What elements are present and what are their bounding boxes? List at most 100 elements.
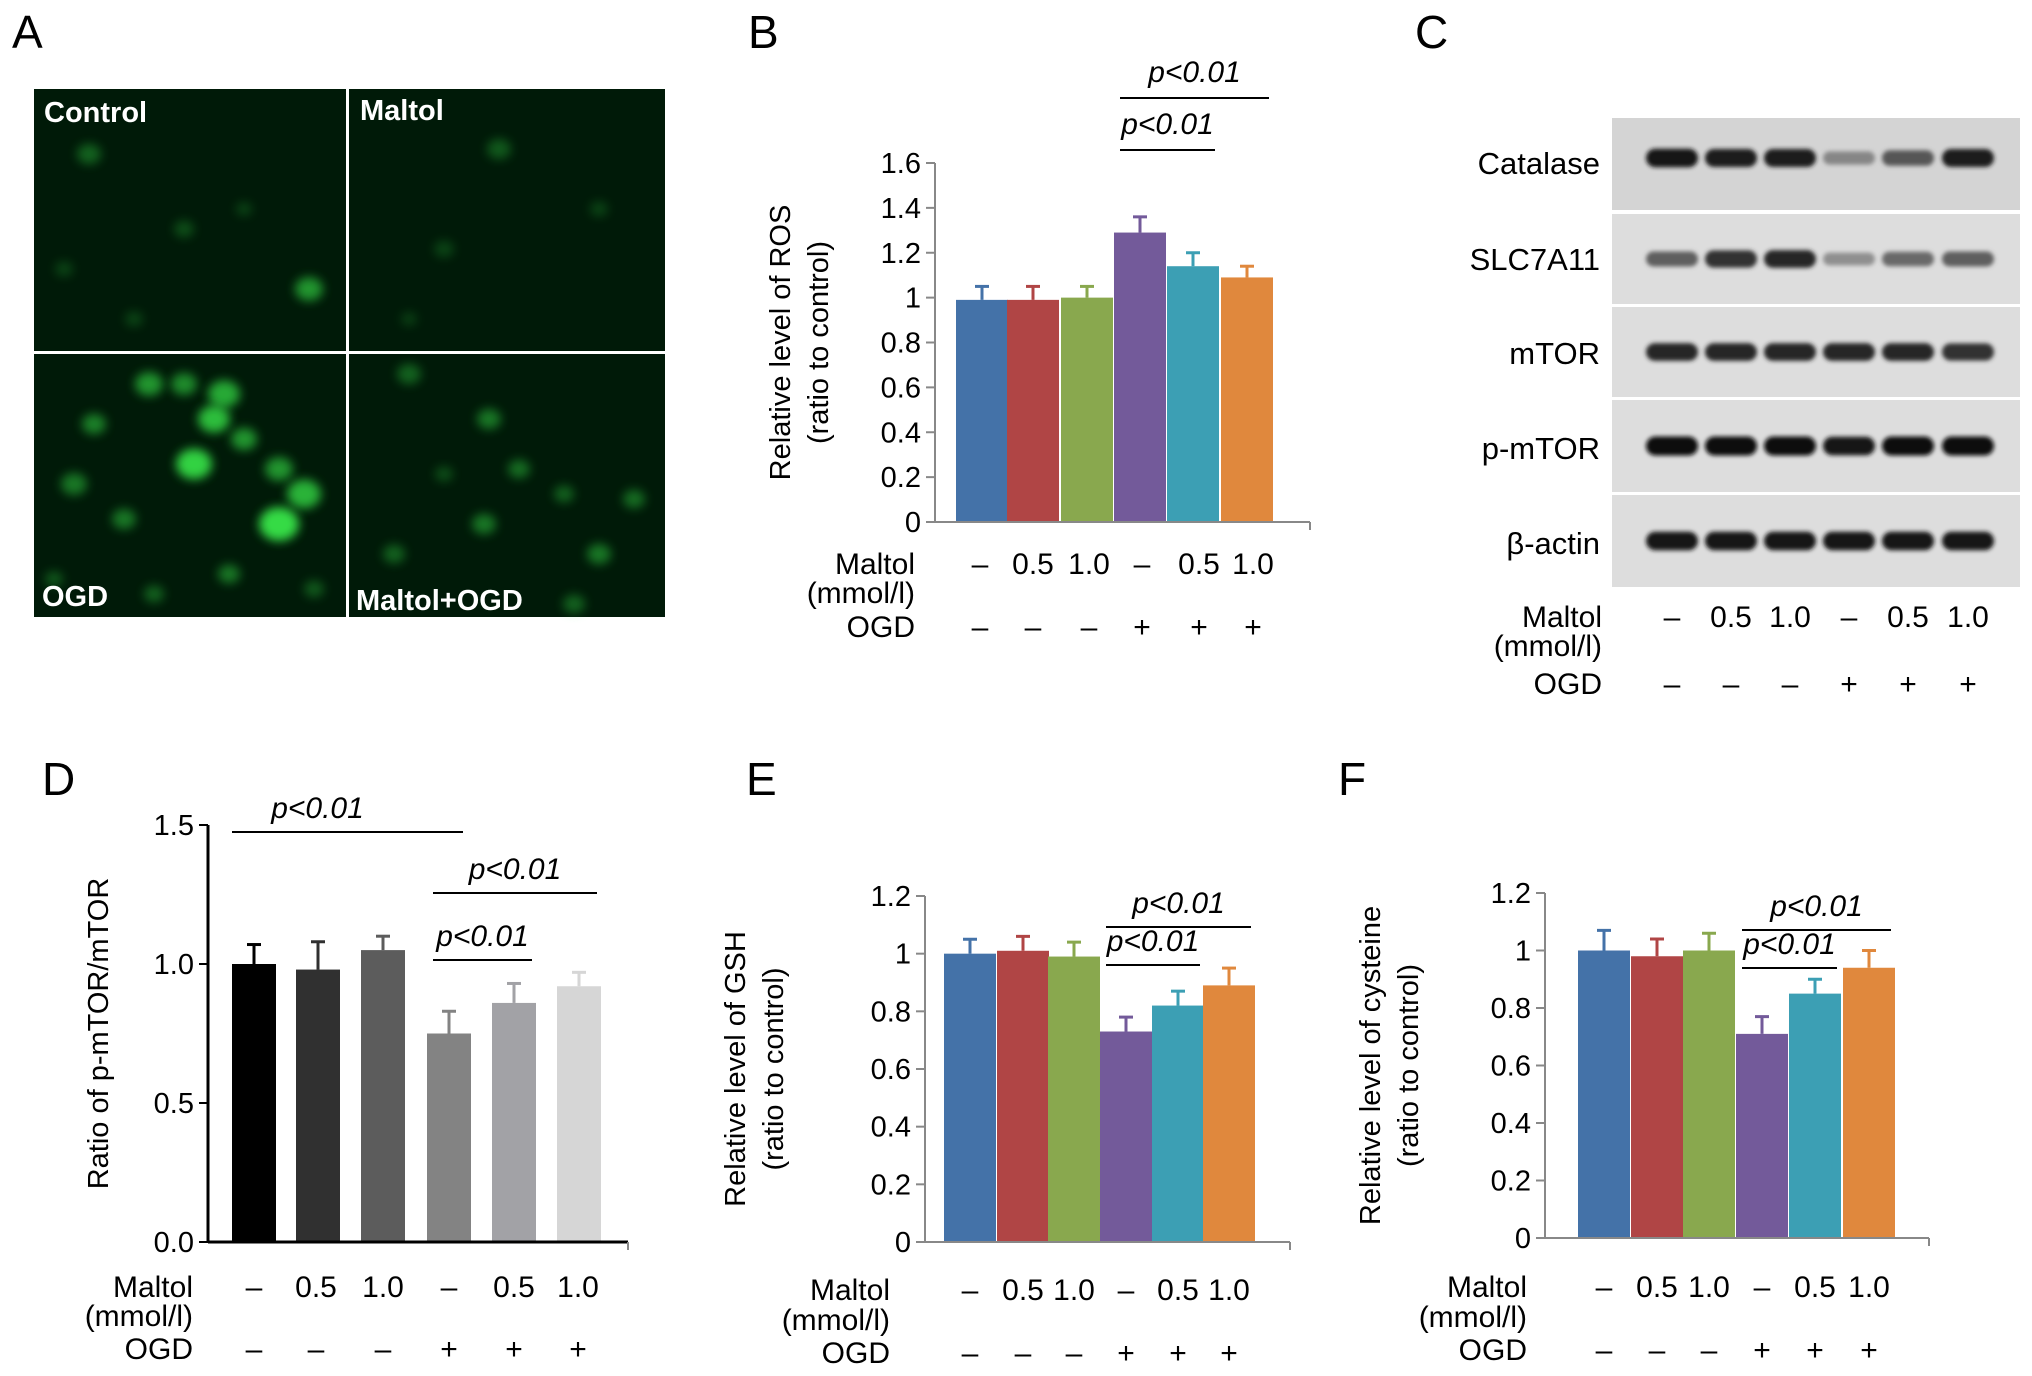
- maltol-value: 0.5: [493, 1271, 535, 1304]
- y-tick-label: 1.2: [881, 238, 921, 270]
- blot-band: [1942, 148, 1994, 168]
- y-axis-label: (ratio to control): [758, 967, 790, 1170]
- bar: [1114, 232, 1166, 522]
- panel-letter-b: B: [748, 6, 779, 58]
- ogd-value: +: [505, 1333, 523, 1366]
- maltol-value: 0.5: [1178, 548, 1220, 581]
- fluorescent-cell: [174, 220, 194, 238]
- significance-label: p<0.01: [270, 792, 364, 825]
- blot-band: [1882, 251, 1934, 267]
- y-tick-label: 0.8: [871, 996, 911, 1028]
- maltol-value: 1.0: [1688, 1271, 1730, 1304]
- condition-table: Maltol(mmol/l)OGD– 0.5 1.0–0.5 1.0– – – + + +: [85, 1271, 599, 1366]
- fluorescent-cell: [401, 312, 417, 326]
- ogd-value: –: [308, 1333, 325, 1366]
- y-tick-label: 0: [905, 507, 921, 539]
- maltol-row-label: Maltol: [1522, 601, 1602, 634]
- blot-band: [1764, 436, 1816, 456]
- fluorescent-cell: [477, 408, 501, 430]
- fluorescent-cell: [82, 413, 106, 435]
- ogd-value: –: [246, 1333, 263, 1366]
- maltol-value: 0.5: [1012, 548, 1054, 581]
- blot-band: [1823, 151, 1875, 165]
- condition-table: Maltol(mmol/l)OGD– 0.5 1.0–0.5 1.0– – – + + +: [782, 1274, 1250, 1370]
- y-tick-label: 0.5: [154, 1088, 194, 1120]
- y-tick-label: 0.4: [871, 1112, 911, 1144]
- maltol-value: 0.5: [295, 1271, 337, 1304]
- maltol-value: 1.0: [1232, 548, 1274, 581]
- bar-chart-e: 0 0.2 0.4 0.6 0.8 1 1.2 Relative level of GSH (r…: [720, 881, 1291, 1259]
- fluorescent-cell: [304, 580, 324, 598]
- ogd-value: +: [1117, 1337, 1135, 1370]
- significance-label: p<0.01: [1131, 887, 1225, 920]
- blot-band: [1942, 531, 1994, 551]
- y-tick-label: 0.2: [871, 1169, 911, 1201]
- y-tick-label: 1.0: [154, 949, 194, 981]
- blot-label-beta-actin: β-actin: [1506, 526, 1600, 561]
- ogd-value: +: [1220, 1337, 1238, 1370]
- ogd-value: +: [1840, 668, 1858, 701]
- blot-band: [1646, 251, 1698, 267]
- y-tick-label: 0.0: [154, 1227, 194, 1259]
- ogd-value: –: [1596, 1334, 1613, 1367]
- fluorescent-cell: [236, 202, 252, 216]
- fluorescent-cell: [435, 466, 453, 482]
- blot-band: [1882, 150, 1934, 166]
- fluorescent-cell: [144, 585, 164, 603]
- bar: [232, 964, 276, 1242]
- blot-label-catalase: Catalase: [1478, 146, 1600, 181]
- y-tick-label: 1.2: [1491, 878, 1531, 910]
- blot-band: [1646, 436, 1698, 456]
- y-axis-label: Relative level of ROS: [765, 205, 797, 481]
- fluorescent-cell: [112, 508, 136, 530]
- blot-band: [1764, 148, 1816, 168]
- significance-label: p<0.01: [1147, 56, 1241, 89]
- y-axis-label: (ratio to control): [1393, 964, 1425, 1167]
- y-tick-label: 1: [1515, 936, 1531, 968]
- bar: [1100, 1031, 1152, 1242]
- blot-band: [1705, 531, 1757, 551]
- micrograph-tile: [349, 89, 665, 351]
- y-tick-label: 0: [1515, 1223, 1531, 1255]
- ogd-value: –: [1649, 1334, 1666, 1367]
- significance-label: p<0.01: [1769, 890, 1863, 923]
- blot-band: [1764, 531, 1816, 551]
- ogd-value: +: [1244, 611, 1262, 644]
- ogd-row-label: OGD: [822, 1337, 890, 1370]
- blot-band: [1882, 343, 1934, 361]
- fluorescent-cell: [176, 448, 212, 480]
- blot-band: [1764, 343, 1816, 361]
- panel-letter-e: E: [746, 753, 777, 805]
- bar: [1789, 993, 1841, 1238]
- ogd-value: –: [1701, 1334, 1718, 1367]
- bar: [1221, 277, 1273, 522]
- ogd-row-label: OGD: [847, 611, 915, 644]
- y-tick-label: 1.2: [871, 881, 911, 913]
- ogd-value: +: [569, 1333, 587, 1366]
- fluorescent-cell: [587, 543, 611, 565]
- blot-strip: [1612, 495, 2020, 587]
- significance-label: p<0.01: [1742, 928, 1836, 961]
- bar: [1203, 985, 1255, 1242]
- bar: [1843, 967, 1895, 1238]
- ogd-value: +: [1753, 1334, 1771, 1367]
- maltol-value: –: [246, 1271, 263, 1304]
- fluorescent-cell: [171, 372, 197, 396]
- blot-band: [1705, 343, 1757, 361]
- bar: [1683, 950, 1735, 1238]
- blot-label-mtor: mTOR: [1509, 336, 1600, 371]
- micrograph-panel: Control Maltol OGD Maltol+OGD: [33, 88, 666, 618]
- blot-strip: [1612, 400, 2020, 492]
- blot-band: [1823, 436, 1875, 456]
- maltol-value: –: [972, 548, 989, 581]
- bar-chart-f: 0 0.2 0.4 0.6 0.8 1 1.2 Relative level of cyste…: [1355, 878, 1930, 1255]
- maltol-unit-label: (mmol/l): [1419, 1301, 1527, 1334]
- blot-strip: [1612, 307, 2020, 397]
- ogd-value: –: [972, 611, 989, 644]
- micrograph-tile: [34, 354, 346, 617]
- y-tick-label: 0.6: [1491, 1051, 1531, 1083]
- significance-label: p<0.01: [435, 920, 529, 953]
- condition-table: Maltol(mmol/l)OGD– 0.5 1.0–0.5 1.0– – – + + +: [1494, 601, 1989, 701]
- blot-band: [1823, 252, 1875, 266]
- panel-letter-c: C: [1415, 6, 1448, 58]
